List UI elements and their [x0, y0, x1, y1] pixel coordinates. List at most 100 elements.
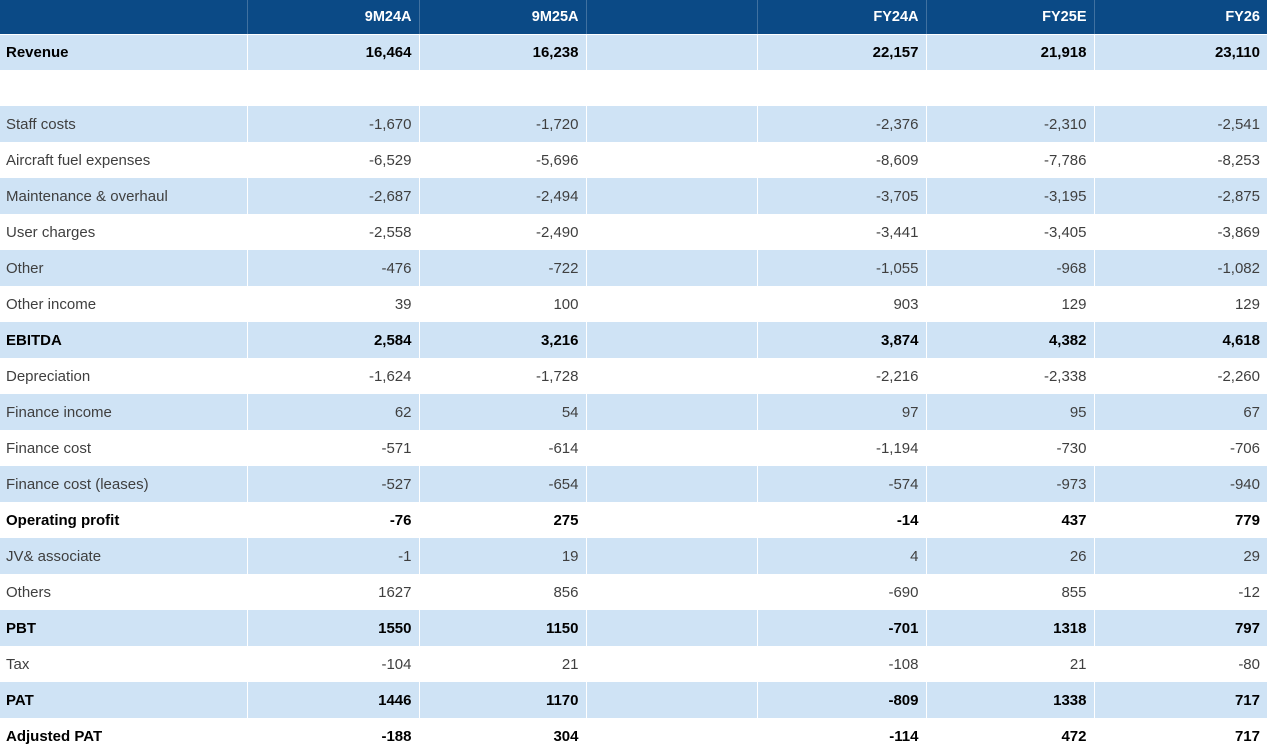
row-label: EBITDA [0, 322, 248, 358]
cell-value: -12 [1238, 583, 1260, 601]
table-row: JV& associate -1 19 4 26 29 [0, 538, 1267, 574]
table-row: Other -476 -722 -1,055 -968 -1,082 [0, 250, 1267, 286]
cell-value: 717 [1094, 682, 1267, 718]
cell-value: 1170 [419, 682, 587, 718]
cell-value: -188 [247, 718, 420, 754]
cell-value: -527 [247, 466, 420, 502]
cell-value: 472 [926, 718, 1095, 754]
cell-value: -973 [926, 466, 1095, 502]
cell-value: -14 [757, 502, 927, 538]
gap-cell [586, 286, 758, 322]
cell-value: -701 [757, 610, 927, 646]
cell-value: -2,310 [926, 106, 1095, 142]
gap-cell [586, 466, 758, 502]
cell-value: -5,696 [419, 142, 587, 178]
gap-cell [586, 34, 758, 70]
row-label: PBT [0, 610, 248, 646]
cell-value: 2,584 [247, 322, 420, 358]
cell-value: 129 [1234, 295, 1260, 313]
cell-value: 304 [419, 718, 587, 754]
cell-value: 95 [926, 394, 1095, 430]
cell-value: 21,918 [926, 34, 1095, 70]
cell-value: 855 [926, 574, 1095, 610]
row-label: Operating profit [0, 502, 248, 538]
cell-value: -3,705 [757, 178, 927, 214]
cell-value: -2,216 [757, 358, 927, 394]
cell-value: -690 [757, 574, 927, 610]
gap-cell [586, 718, 758, 754]
row-label [0, 70, 248, 106]
cell-value: -2,687 [247, 178, 420, 214]
cell-value: -730 [926, 430, 1095, 466]
cell-value: 4,618 [1094, 322, 1267, 358]
col-header-fy24a: FY24A [757, 0, 927, 35]
table-row: PBT 1550 1150 -701 1318 797 [0, 610, 1267, 646]
cell-value: -571 [247, 430, 420, 466]
row-label: Finance cost [0, 430, 248, 466]
cell-value: 4 [757, 538, 927, 574]
cell-value: -476 [247, 250, 420, 286]
col-header-gap [586, 0, 758, 35]
gap-cell [586, 682, 758, 718]
cell-value: -2,260 [1217, 367, 1260, 385]
cell-value: -76 [247, 502, 420, 538]
table-row: EBITDA 2,584 3,216 3,874 4,382 4,618 [0, 322, 1267, 358]
cell-value: 437 [926, 502, 1095, 538]
cell-value: -654 [419, 466, 587, 502]
table-row: Staff costs -1,670 -1,720 -2,376 -2,310 -2,54… [0, 106, 1267, 142]
cell-value: -1,728 [419, 358, 587, 394]
row-label: Revenue [0, 34, 248, 70]
cell-value: -1,055 [757, 250, 927, 286]
header-row: 9M24A 9M25A FY24A FY25E FY26 [0, 0, 1267, 35]
row-label: User charges [0, 214, 248, 250]
cell-value: -2,338 [926, 358, 1095, 394]
cell-value: 21 [419, 646, 587, 682]
table-row: PAT 1446 1170 -809 1338 717 [0, 682, 1267, 718]
cell-value: 16,238 [419, 34, 587, 70]
cell-value: 1550 [247, 610, 420, 646]
cell-value [419, 70, 587, 106]
cell-value [926, 70, 1095, 106]
gap-cell [586, 538, 758, 574]
cell-value: -2,376 [757, 106, 927, 142]
cell-value: -2,541 [1094, 106, 1267, 142]
cell-value: -6,529 [247, 142, 420, 178]
cell-value: -80 [1238, 655, 1260, 673]
gap-cell [586, 358, 758, 394]
cell-value: -1,624 [247, 358, 420, 394]
cell-value: -8,609 [757, 142, 927, 178]
cell-value [247, 70, 420, 106]
cell-value: 275 [419, 502, 587, 538]
cell-value: 797 [1094, 610, 1267, 646]
row-label: Others [0, 574, 248, 610]
cell-value: 23,110 [1094, 34, 1267, 70]
cell-value: -1 [247, 538, 420, 574]
cell-value: 16,464 [247, 34, 420, 70]
spacer-row [0, 70, 1267, 106]
row-label: Other [0, 250, 248, 286]
gap-cell [586, 502, 758, 538]
cell-value [757, 70, 927, 106]
cell-value: 19 [419, 538, 587, 574]
row-label: Finance cost (leases) [0, 466, 248, 502]
cell-value: -7,786 [926, 142, 1095, 178]
gap-cell [586, 106, 758, 142]
table-row: Aircraft fuel expenses -6,529 -5,696 -8,609… [0, 142, 1267, 178]
cell-value: -809 [757, 682, 927, 718]
table-row: Adjusted PAT -188 304 -114 472 717 [0, 718, 1267, 754]
table-row: Finance cost (leases) -527 -654 -574 -973 -94… [0, 466, 1267, 502]
cell-value: -1,082 [1094, 250, 1267, 286]
cell-value: 39 [247, 286, 420, 322]
row-label: Aircraft fuel expenses [0, 142, 248, 178]
corner-cell [0, 0, 248, 35]
cell-value: 54 [419, 394, 587, 430]
table-row: Finance income 62 54 97 95 67 [0, 394, 1267, 430]
cell-value: -108 [757, 646, 927, 682]
cell-value: 3,216 [419, 322, 587, 358]
cell-value: 129 [926, 286, 1095, 322]
table-row: Operating profit -76 275 -14 437 779 [0, 502, 1267, 538]
cell-value: -614 [419, 430, 587, 466]
cell-value: 26 [926, 538, 1095, 574]
cell-value: -1,670 [247, 106, 420, 142]
